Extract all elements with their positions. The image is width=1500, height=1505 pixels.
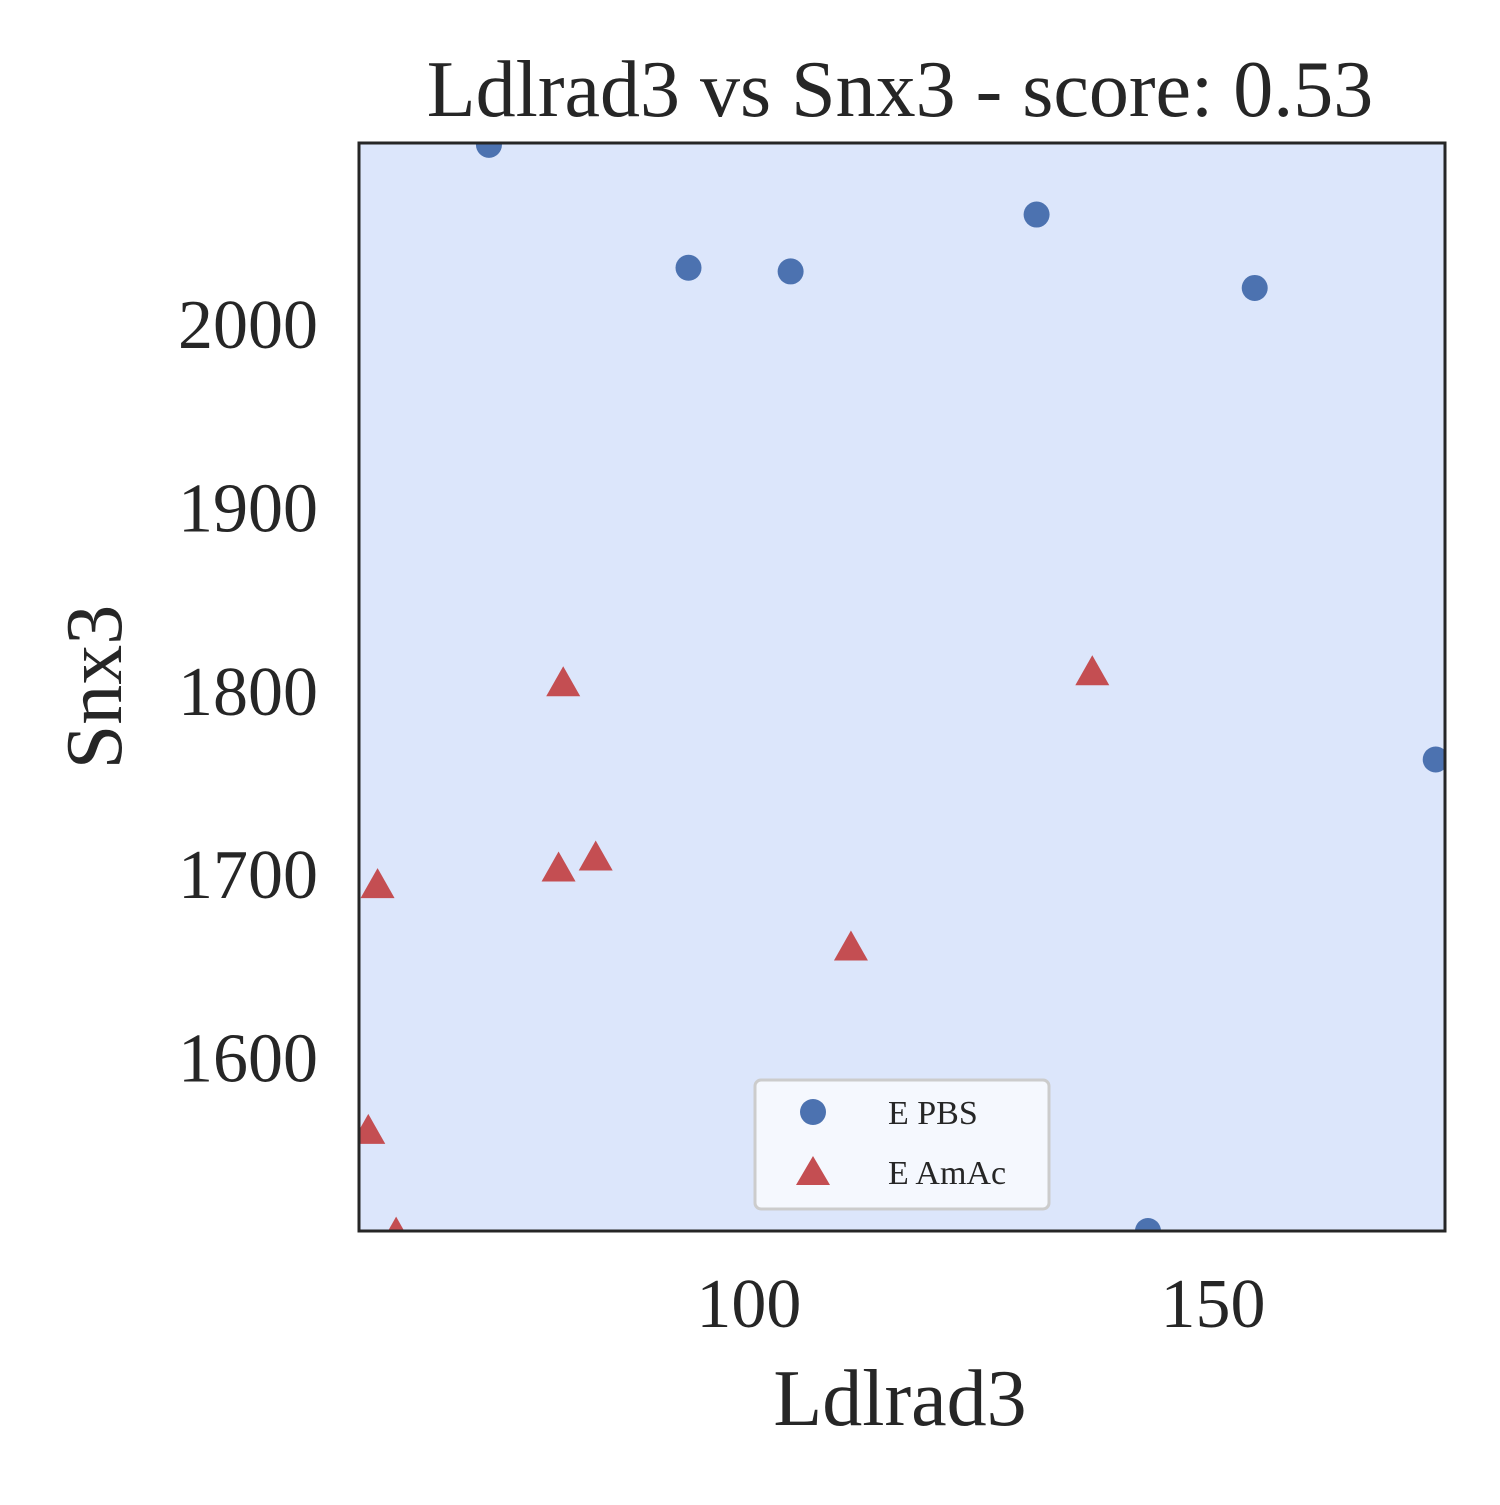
x-tick-label: 150 — [1160, 1266, 1265, 1343]
legend-label-e-amac: E AmAc — [888, 1155, 1006, 1192]
point-e-pbs-7 — [1134, 1218, 1161, 1231]
point-e-pbs-4 — [1023, 201, 1050, 228]
y-axis-ticks: 1600 1700 1800 1900 2000 — [178, 287, 318, 1098]
point-e-amac-1 — [546, 666, 581, 697]
legend: E PBS E AmAc — [753, 1078, 1051, 1211]
point-e-pbs-6 — [1422, 746, 1445, 773]
y-tick-label: 1800 — [178, 654, 318, 731]
legend-label-e-pbs: E PBS — [888, 1095, 978, 1132]
point-e-pbs-5 — [1241, 274, 1268, 301]
point-e-amac-3 — [360, 868, 395, 899]
y-tick-label: 1700 — [178, 837, 318, 914]
plot-background — [359, 143, 1445, 1231]
x-tick-label: 100 — [696, 1266, 801, 1343]
x-axis-label: Ldlrad3 — [773, 1355, 1026, 1443]
y-axis-label: Snx3 — [51, 605, 139, 770]
point-e-pbs-1 — [475, 143, 502, 158]
point-e-amac-2 — [1075, 655, 1110, 686]
chart-title: Ldlrad3 vs Snx3 - score: 0.53 — [427, 46, 1374, 134]
point-e-amac-7 — [359, 1113, 386, 1144]
point-e-amac-8 — [388, 1216, 405, 1231]
point-e-pbs-2 — [675, 254, 702, 281]
point-e-pbs-3 — [777, 258, 804, 285]
x-axis-ticks: 100 150 — [696, 1266, 1265, 1343]
y-tick-label: 1900 — [178, 470, 318, 547]
legend-box — [753, 1078, 1051, 1211]
point-e-amac-6 — [833, 930, 868, 961]
plot-frame — [357, 141, 1447, 1233]
legend-marker-e-pbs — [800, 1099, 826, 1125]
y-tick-label: 1600 — [178, 1021, 318, 1098]
point-e-amac-5 — [578, 840, 613, 871]
point-e-amac-4 — [541, 851, 576, 882]
y-tick-label: 2000 — [178, 287, 318, 364]
legend-marker-e-amac — [796, 1156, 830, 1185]
data-points — [359, 143, 1445, 1231]
